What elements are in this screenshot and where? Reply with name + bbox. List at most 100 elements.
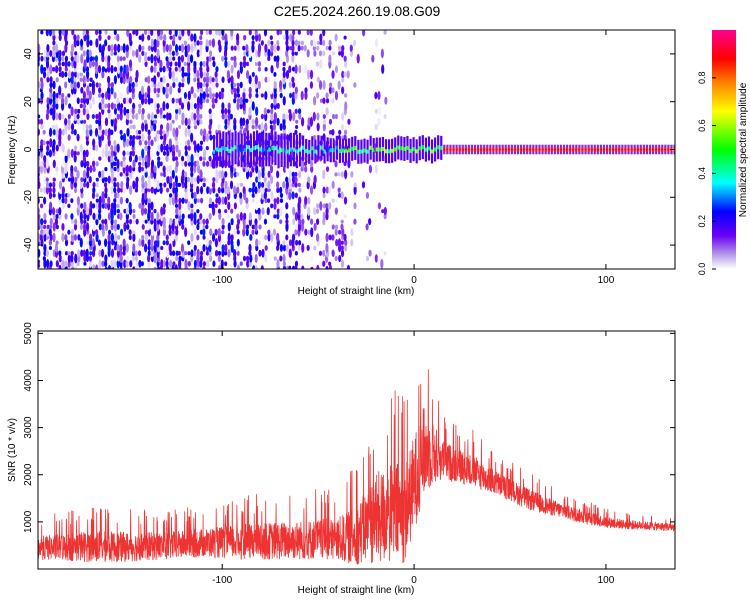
spectrogram-cell [94,64,99,75]
spectrogram-cell [202,91,206,100]
spectrogram-cell [141,223,145,230]
spectrogram-cell [273,43,277,53]
spectrogram-cell [113,177,117,182]
spectrogram-cell [91,238,95,248]
spectrogram-cell [82,103,87,109]
spectrogram-cell [52,49,56,58]
spectrogram-cell [209,228,213,236]
spectrogram-cell [38,217,41,227]
spectrogram-cell [357,149,360,154]
spectrogram-cell [122,155,126,162]
spectrogram-cell [172,56,176,61]
spectrogram-cell [265,147,268,152]
spectrogram-cell [236,172,240,177]
spectrogram-cell [236,69,241,80]
spectrogram-cell [292,71,296,78]
spectrogram-cell [42,256,46,261]
spectrogram-cell [140,206,145,216]
spectrogram-cell [156,212,160,221]
spectrogram-cell [174,264,178,269]
spectrogram-cell [48,228,52,236]
spectrogram-cell [116,143,120,153]
spectrogram-cell [236,93,241,98]
spectrogram-cell [42,196,47,205]
spectrogram-cell [602,148,606,151]
spectrogram-cell [64,130,68,135]
spectrogram-cell [131,138,135,148]
spectrogram-cell [171,70,176,79]
spectrogram-cell [193,181,197,189]
spectrogram-cell [193,244,197,252]
spectrogram-cell [92,156,96,161]
spectrogram-cell [282,70,286,79]
spectrogram-cell [187,117,191,126]
spectrogram-cell [202,265,206,269]
spectrogram-cell [48,201,53,211]
spectrogram-cell [190,43,194,53]
spectrogram-cell [270,191,274,200]
spectrogram-cell [116,203,120,209]
spectrogram-cell [79,65,84,73]
spectrogram-cell [123,259,127,269]
spectrogram-cell [159,107,163,115]
spectrogram-cell [325,207,329,216]
spectrogram-cell [227,249,231,258]
spectrogram-cell [353,82,357,88]
spectrogram-cell [338,193,342,198]
spectrogram-cell [377,202,382,210]
spectrogram-cell [107,138,111,147]
spectrogram-cell [282,181,286,189]
spectrogram-cell [174,175,179,184]
spectrogram-cell [73,129,77,136]
spectrogram-cell [260,113,264,120]
spectrogram-cell [153,253,157,264]
spectrogram-cell [279,49,283,58]
spectrogram-cell [76,169,80,179]
spectrogram-cell [212,93,216,98]
spectrogram-cell [153,75,157,85]
spectrogram-cell [294,171,298,177]
spectrogram-cell [45,235,50,240]
spectrogram-cell [242,45,246,51]
spectrogram-cell [308,149,311,154]
spectrogram-cell [153,114,158,119]
spectrogram-cell [165,85,169,95]
spectrogram-cell [120,134,124,141]
spectrogram-cell [168,164,173,174]
spectrogram-cell [205,72,209,77]
spectrogram-cell [132,124,136,130]
spectrogram-cell [74,145,78,151]
spectrogram-cell [186,177,191,183]
spectrogram-cell [334,228,338,236]
spectrogram-cell [304,228,308,236]
spectrogram-cell [353,218,357,225]
spectrogram-cell [260,122,264,132]
spectrogram-cell [288,239,293,247]
spectrogram-cell [196,49,200,58]
spectrogram-cell [316,45,320,51]
spectrogram-cell [159,182,163,187]
spectrogram-cell [255,238,259,247]
spectrogram-cell [230,239,234,247]
spectrogram-cell [288,111,293,122]
spectrogram-cell [217,187,221,194]
spectrogram-cell [322,260,326,267]
spectrogram-cell [43,175,47,185]
spectrogram-cell [147,56,151,61]
spectrogram-cell [261,207,265,215]
spectrogram-cell [205,39,209,47]
spectrogram-cell [114,232,118,242]
spectrogram-cell [331,70,335,79]
spectrogram-cell [257,180,261,189]
spectrogram-cell [146,223,151,231]
spectrogram-cell [427,146,431,151]
spectrogram-cell [202,235,206,240]
spectrogram-cell [58,128,62,137]
spectrogram-cell [239,96,243,105]
spectrogram-cell [300,213,304,220]
spectrogram-cell [64,234,68,241]
spectrogram-cell [49,217,53,226]
spectrogram-cell [184,227,188,238]
spectrogram-cell [190,132,194,143]
spectrogram-cell [218,77,222,82]
